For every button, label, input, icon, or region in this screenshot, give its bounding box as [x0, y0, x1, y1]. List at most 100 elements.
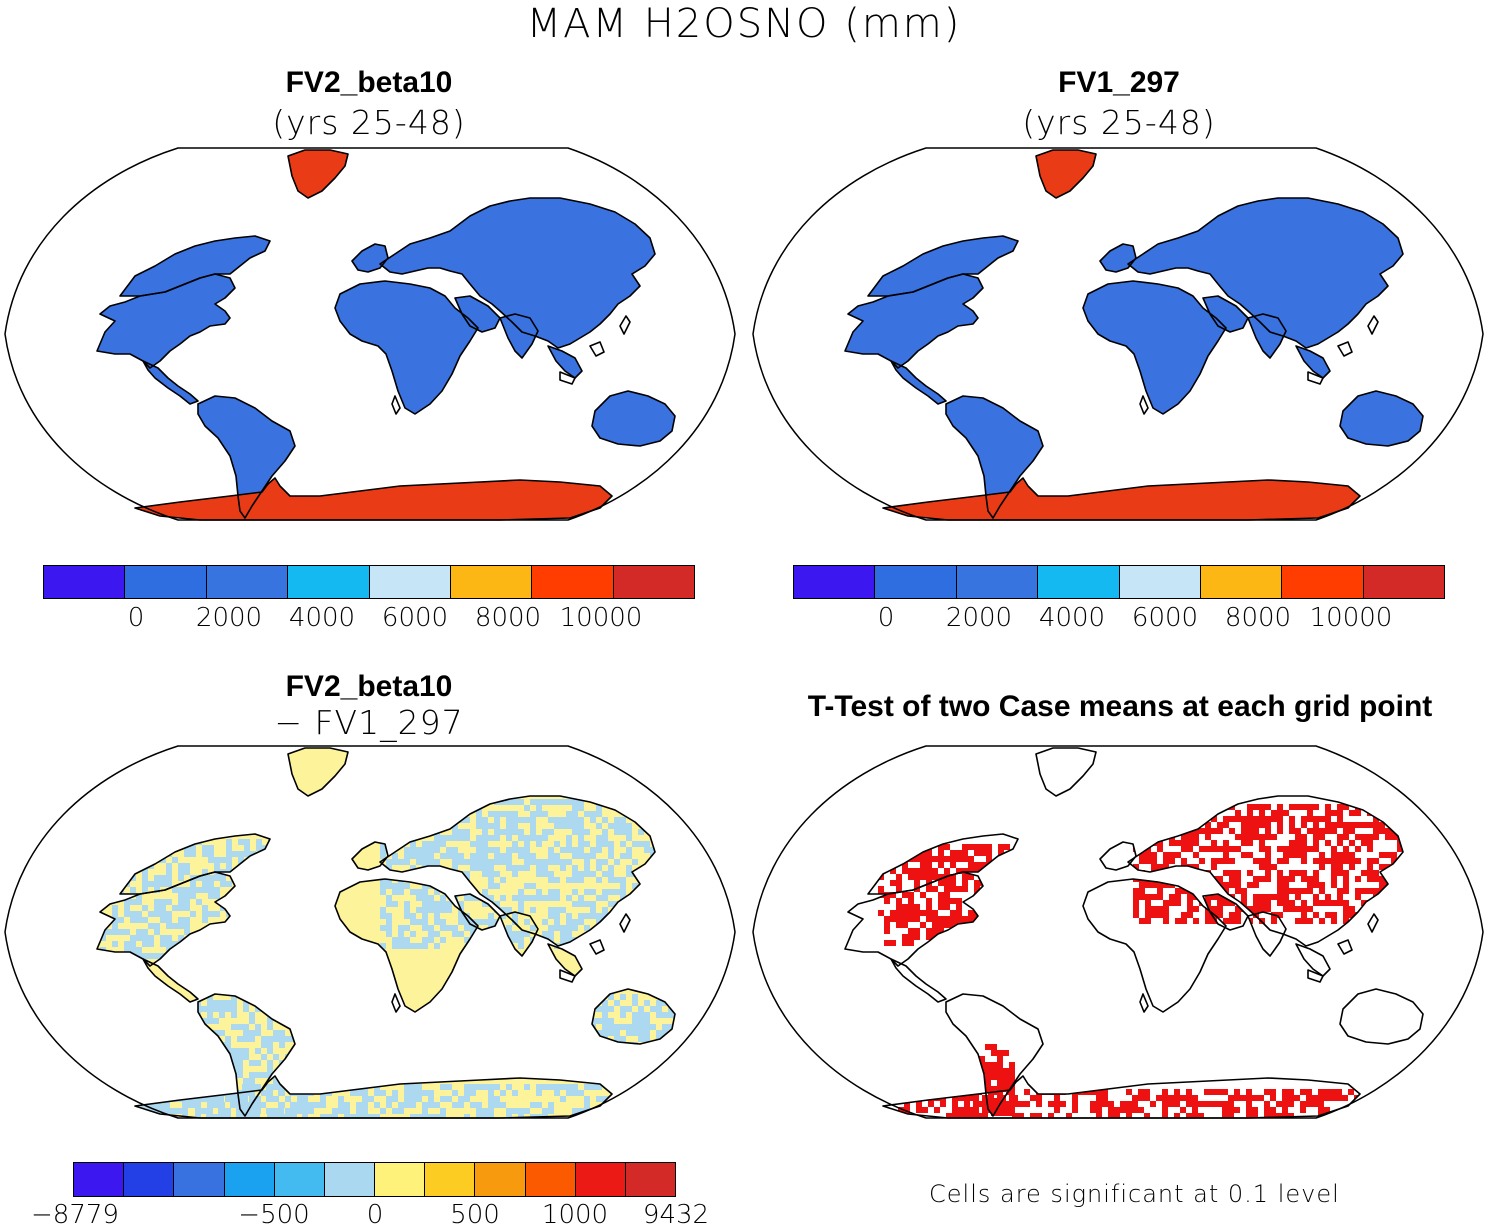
map-grid-cell — [1253, 912, 1259, 918]
map-grid-cell — [172, 923, 178, 929]
map-grid-cell — [890, 892, 896, 898]
map-grid-cell — [1205, 822, 1211, 828]
coastline — [334, 878, 479, 1013]
map-grid-cell — [1295, 906, 1301, 912]
map-grid-cell — [1216, 1101, 1222, 1107]
map-grid-cell — [668, 1012, 674, 1018]
map-grid-cell — [1276, 1113, 1282, 1118]
map-grid-cell — [1307, 918, 1313, 924]
map-grid-cell — [932, 910, 938, 916]
map-grid-cell — [273, 1096, 279, 1102]
map-grid-cell — [560, 799, 566, 805]
map-grid-cell — [1325, 822, 1331, 828]
map-grid-cell — [422, 1102, 428, 1108]
map-grid-cell — [470, 841, 476, 847]
coastline — [547, 943, 583, 977]
map-grid-cell — [1253, 900, 1259, 906]
map-grid-cell — [1241, 834, 1247, 840]
map-grid-cell — [166, 869, 172, 875]
map-grid-cell — [944, 856, 950, 862]
map-grid-cell — [464, 919, 470, 925]
map-grid-cell — [1270, 1089, 1276, 1095]
map-grid-cell — [620, 883, 626, 889]
map-grid-cell — [938, 862, 944, 868]
map-grid-cell — [976, 1101, 982, 1107]
map-grid-cell — [202, 917, 208, 923]
map-grid-cell — [1289, 822, 1295, 828]
map-grid-cell — [142, 875, 148, 881]
map-grid-cell — [956, 850, 962, 856]
map-grid-cell — [404, 1102, 410, 1108]
map-grid-cell — [184, 917, 190, 923]
map-grid-cell — [1343, 912, 1349, 918]
map-grid-cell — [398, 889, 404, 895]
figure-title: MAM H2OSNO (mm) — [526, 1, 962, 47]
map-grid-cell — [620, 817, 626, 823]
colorbar-tick: 6000 — [381, 603, 449, 633]
map-grid-cell — [512, 817, 518, 823]
map-grid-cell — [602, 895, 608, 901]
map-grid-cell — [524, 847, 530, 853]
map-grid-cell — [452, 835, 458, 841]
map-grid-cell — [225, 1000, 231, 1006]
map-grid-cell — [626, 1024, 632, 1030]
map-grid-cell — [428, 901, 434, 907]
map-grid-cell — [207, 1018, 213, 1024]
map-grid-cell — [578, 841, 584, 847]
map-grid-cell — [208, 893, 214, 899]
map-grid-cell — [1235, 870, 1241, 876]
map-grid-cell — [950, 850, 956, 856]
map-grid-cell — [404, 1096, 410, 1102]
map-grid-cell — [620, 853, 626, 859]
map-grid-cell — [1349, 852, 1355, 858]
coastline — [287, 747, 349, 797]
map-grid-cell — [320, 1102, 326, 1108]
map-grid-cell — [1175, 852, 1181, 858]
map-grid-cell — [914, 910, 920, 916]
map-grid-cell — [1259, 804, 1265, 810]
map-grid-cell — [434, 907, 440, 913]
map-grid-cell — [1223, 816, 1229, 822]
map-grid-cell — [1301, 816, 1307, 822]
map-grid-cell — [446, 1084, 452, 1090]
map-grid-cell — [572, 865, 578, 871]
map-grid-cell — [1229, 858, 1235, 864]
map-grid-cell — [560, 865, 566, 871]
map-grid-cell — [1009, 1080, 1015, 1086]
map-grid-cell — [416, 1090, 422, 1096]
map-grid-cell — [554, 1084, 560, 1090]
map-grid-cell — [518, 835, 524, 841]
map-grid-cell — [255, 1048, 261, 1054]
map-grid-cell — [1246, 1095, 1252, 1101]
map-grid-cell — [482, 823, 488, 829]
map-grid-cell — [1247, 804, 1253, 810]
map-grid-cell — [512, 937, 518, 943]
map-grid-cell — [518, 889, 524, 895]
map-grid-cell — [208, 845, 214, 851]
map-grid-cell — [236, 1108, 242, 1114]
map-grid-cell — [206, 1114, 212, 1118]
map-grid-cell — [1331, 846, 1337, 852]
map-grid-cell — [962, 880, 968, 886]
map-grid-cell — [970, 1113, 976, 1118]
map-grid-cell — [434, 943, 440, 949]
map-grid-cell — [249, 1036, 255, 1042]
map-grid-cell — [1325, 858, 1331, 864]
map-grid-cell — [214, 887, 220, 893]
map-grid-cell — [938, 892, 944, 898]
map-grid-cell — [932, 886, 938, 892]
map-grid-cell — [302, 1096, 308, 1102]
map-grid-cell — [938, 844, 944, 850]
map-grid-cell — [1361, 840, 1367, 846]
map-grid-cell — [242, 1084, 248, 1090]
continent-centralAmerica — [143, 361, 198, 404]
map-grid-cell — [1174, 1113, 1180, 1118]
map-grid-cell — [154, 899, 160, 905]
map-grid-cell — [1211, 828, 1217, 834]
map-grid-cell — [1313, 894, 1319, 900]
coastline — [351, 243, 389, 273]
map-grid-cell — [944, 892, 950, 898]
map-grid-cell — [1192, 1101, 1198, 1107]
map-grid-cell — [1156, 1095, 1162, 1101]
map-grid-cell — [242, 1102, 248, 1108]
